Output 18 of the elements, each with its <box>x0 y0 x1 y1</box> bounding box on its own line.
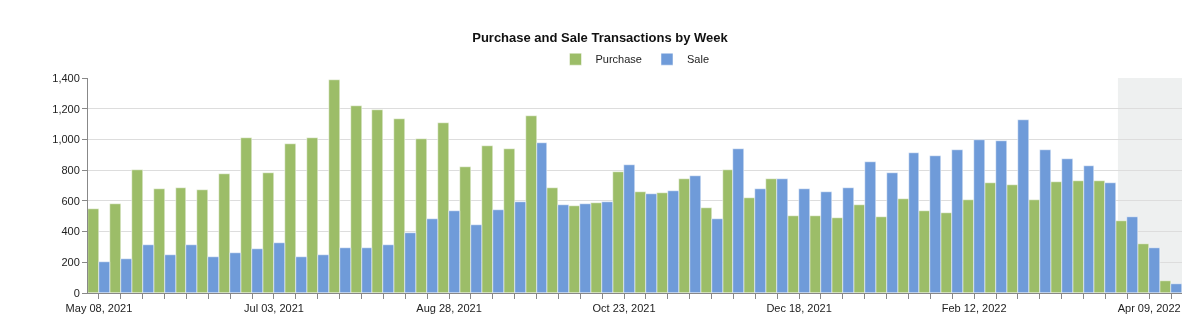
chart-title: Purchase and Sale Transactions by Week <box>472 29 729 45</box>
y-tick-label: 1,200 <box>52 102 80 115</box>
y-tick-label: 800 <box>61 163 80 176</box>
y-tick-label: 600 <box>61 194 80 207</box>
y-tick-label: 200 <box>61 256 80 269</box>
x-tick-label: Oct 23, 2021 <box>592 302 656 315</box>
y-tick-label: 1,400 <box>52 71 80 84</box>
legend-label: Purchase <box>595 53 642 66</box>
y-tick-label: 400 <box>61 225 80 238</box>
legend-label: Sale <box>686 53 710 66</box>
x-tick-label: Dec 18, 2021 <box>766 302 832 315</box>
x-tick-label: Feb 12, 2022 <box>941 302 1007 315</box>
x-tick-label: May 08, 2021 <box>65 302 133 315</box>
y-tick-label: 1,000 <box>52 133 80 146</box>
x-tick-label: Aug 28, 2021 <box>416 302 482 315</box>
y-tick-label: 0 <box>73 286 80 299</box>
x-tick-label: Apr 09, 2022 <box>1117 302 1181 315</box>
x-tick-label: Jul 03, 2021 <box>244 302 304 315</box>
